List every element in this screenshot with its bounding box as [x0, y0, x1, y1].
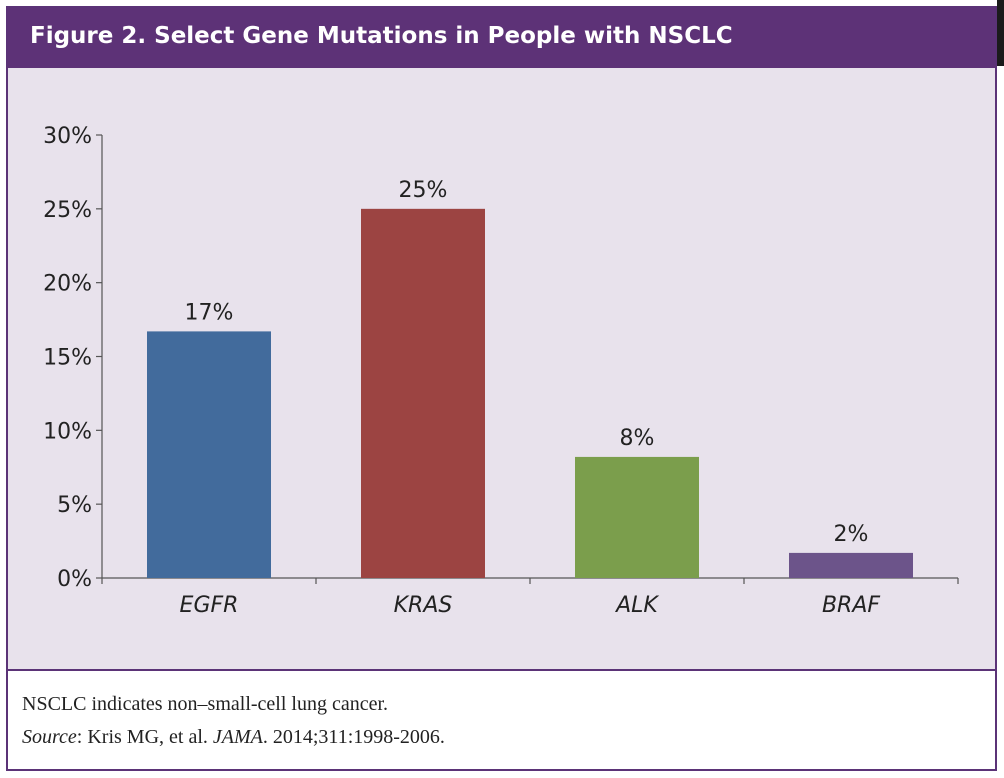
- chart-area: 0% 5% 10% 15% 20% 25% 30% EGFR KRAS ALK BRAF 17% 2…: [8, 68, 995, 671]
- figure-header: Figure 2. Select Gene Mutations in Peopl…: [8, 8, 995, 68]
- y-axis: 0% 5% 10% 15% 20% 25% 30%: [43, 124, 103, 592]
- bar-chart: 0% 5% 10% 15% 20% 25% 30% EGFR KRAS ALK BRAF 17% 2…: [43, 124, 959, 618]
- y-tick-label: 30%: [43, 124, 92, 149]
- x-tick-label: ALK: [614, 593, 659, 618]
- source-label: Source: [22, 726, 77, 748]
- edge-stripe: [997, 0, 1004, 66]
- data-label: 8%: [620, 426, 655, 451]
- bar-braf: [789, 552, 913, 578]
- caption-source: Source: Kris MG, et al. JAMA. 2014;311:1…: [22, 721, 445, 754]
- caption-definition: NSCLC indicates non–small-cell lung canc…: [22, 693, 389, 715]
- y-tick-label: 10%: [43, 419, 92, 444]
- source-journal: JAMA: [212, 726, 263, 748]
- bar-kras: [361, 208, 485, 579]
- data-label: 25%: [399, 178, 448, 203]
- figure-frame: Figure 2. Select Gene Mutations in Peopl…: [6, 6, 997, 771]
- figure-title: Figure 2. Select Gene Mutations in Peopl…: [30, 23, 733, 49]
- source-authors: : Kris MG, et al.: [76, 726, 213, 748]
- x-tick-label: BRAF: [822, 593, 880, 618]
- y-tick-label: 20%: [43, 272, 92, 297]
- y-tick-label: 0%: [57, 567, 92, 592]
- data-label: 17%: [185, 300, 234, 325]
- x-tick-label: EGFR: [180, 593, 239, 618]
- figure-caption: NSCLC indicates non–small-cell lung canc…: [22, 688, 445, 754]
- y-tick-label: 5%: [57, 493, 92, 518]
- bar-alk: [575, 456, 699, 578]
- x-tick-label: KRAS: [394, 593, 453, 618]
- bar-egfr: [147, 331, 271, 578]
- bars: 17% 25% 8% 2%: [147, 178, 913, 579]
- data-label: 2%: [834, 522, 869, 547]
- x-axis: EGFR KRAS ALK BRAF: [101, 577, 959, 618]
- y-tick-label: 25%: [43, 198, 92, 223]
- y-tick-label: 15%: [43, 346, 92, 371]
- source-citation: . 2014;311:1998-2006.: [262, 726, 445, 748]
